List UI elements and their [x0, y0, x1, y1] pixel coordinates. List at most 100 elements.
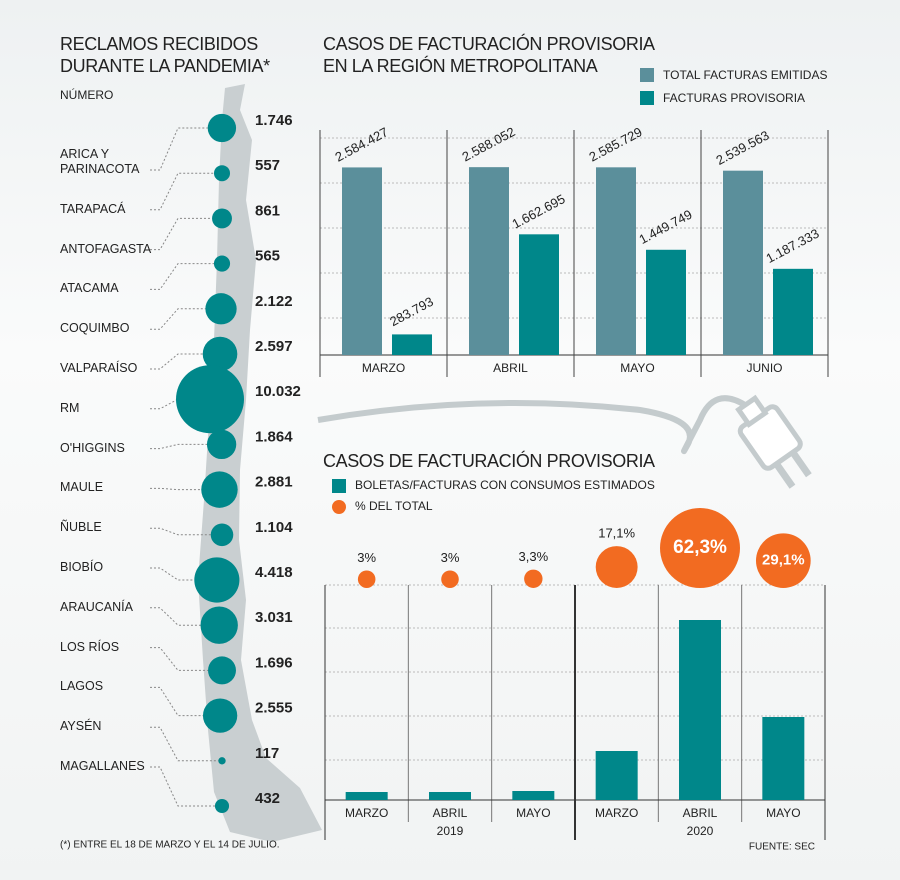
value-label: 10.032 — [255, 383, 301, 400]
source: FUENTE: SEC — [749, 842, 815, 853]
chart-title: CASOS DE FACTURACIÓN PROVISORIA — [323, 450, 655, 471]
region-label: ARICA Y PARINACOTA — [60, 147, 140, 176]
bubble — [660, 508, 740, 588]
bar — [469, 167, 509, 355]
region-label: RM — [60, 400, 80, 415]
plug-illustration — [317, 394, 812, 489]
leader-line — [150, 172, 214, 211]
chile-map — [198, 84, 322, 842]
value-label: 3,3% — [519, 549, 549, 564]
bar — [762, 717, 805, 800]
bubble — [214, 798, 230, 814]
x-tick-label: MAYO — [620, 361, 654, 375]
legend-label: % DEL TOTAL — [355, 499, 433, 513]
value-label: 17,1% — [598, 526, 635, 541]
leader-line — [150, 127, 208, 171]
region-label: ARAUCANÍA — [60, 599, 133, 614]
value-label: 4.418 — [255, 564, 293, 581]
bubble — [208, 656, 236, 685]
bubble — [212, 208, 232, 229]
x-tick-label: MAYO — [766, 806, 800, 820]
value-label: 3% — [357, 550, 376, 565]
value-label: 1.449.749 — [636, 207, 694, 247]
bubble — [194, 557, 240, 603]
value-label: 62,3% — [673, 537, 727, 558]
value-label: 117 — [255, 745, 279, 762]
legend-swatch — [640, 68, 654, 82]
bubble — [210, 523, 234, 547]
bar — [646, 249, 686, 355]
bubble — [201, 471, 238, 508]
leader-line — [150, 353, 203, 370]
bubble — [218, 757, 226, 765]
bubble — [213, 255, 231, 272]
region-label: TARAPACÁ — [60, 201, 126, 216]
x-tick-label: ABRIL — [433, 806, 468, 820]
subtitle: NÚMERO — [60, 87, 113, 102]
value-label: 3.031 — [255, 609, 293, 626]
x-tick-label: ABRIL — [683, 806, 718, 820]
leader-line — [150, 607, 201, 626]
value-label: 2.555 — [255, 700, 293, 717]
leader-line — [150, 686, 203, 717]
bar — [679, 620, 721, 800]
value-label: 1.864 — [255, 428, 293, 445]
region-label: BIOBÍO — [60, 560, 104, 574]
bubble — [200, 606, 238, 644]
value-label: 2.585.729 — [586, 124, 644, 164]
legend-swatch — [640, 91, 654, 105]
leader-line — [150, 527, 211, 536]
value-label: 432 — [255, 790, 280, 807]
value-label: 2.597 — [255, 338, 293, 355]
value-label: 565 — [255, 248, 280, 265]
bubble — [595, 546, 638, 588]
leader-line — [150, 647, 209, 671]
x-tick-label: MARZO — [362, 361, 405, 375]
bubble — [441, 570, 459, 589]
bar — [596, 167, 636, 355]
value-label: 2.539.563 — [713, 128, 771, 168]
leader-line — [150, 487, 202, 491]
value-label: 557 — [255, 157, 280, 174]
bubble — [205, 293, 237, 325]
legend-label: TOTAL FACTURAS EMITIDAS — [663, 68, 827, 82]
bar — [429, 792, 471, 800]
value-label: 29,1% — [762, 552, 805, 569]
value-label: 1.104 — [255, 519, 293, 536]
leader-line — [150, 443, 207, 450]
x-tick-label: ABRIL — [493, 361, 528, 375]
value-label: 1.187.333 — [763, 226, 821, 266]
value-label: 3% — [441, 550, 460, 565]
legend-label: FACTURAS PROVISORIA — [663, 91, 805, 105]
value-label: 2.122 — [255, 293, 293, 310]
bubble — [207, 113, 237, 143]
region-label: ATACAMA — [60, 281, 119, 296]
leader-line — [150, 567, 195, 581]
bubble — [202, 336, 238, 372]
value-label: 1.746 — [255, 112, 293, 129]
bubble — [206, 429, 237, 460]
bar — [512, 791, 555, 800]
leader-line — [150, 398, 179, 410]
chart-title: EN LA REGIÓN METROPOLITANA — [323, 55, 598, 76]
bubble — [755, 533, 811, 589]
group-label: 2019 — [437, 824, 464, 838]
leader-line — [150, 217, 213, 251]
legend-swatch — [332, 479, 346, 493]
value-label: 2.588.052 — [459, 124, 517, 164]
leader-line — [150, 308, 206, 330]
bubble — [357, 570, 376, 589]
bar — [392, 334, 432, 355]
x-tick-label: MARZO — [595, 806, 638, 820]
value-label: 283.793 — [387, 294, 436, 329]
value-label: 1.696 — [255, 654, 293, 671]
x-tick-label: MARZO — [345, 806, 388, 820]
legend-swatch — [332, 500, 346, 514]
leader-line — [150, 263, 214, 290]
value-label: 2.584.427 — [332, 124, 390, 164]
footnote: (*) ENTRE EL 18 DE MARZO Y EL 14 DE JULI… — [60, 840, 280, 851]
chart-title: CASOS DE FACTURACIÓN PROVISORIA — [323, 33, 655, 54]
region-label: O'HIGGINS — [60, 440, 125, 455]
